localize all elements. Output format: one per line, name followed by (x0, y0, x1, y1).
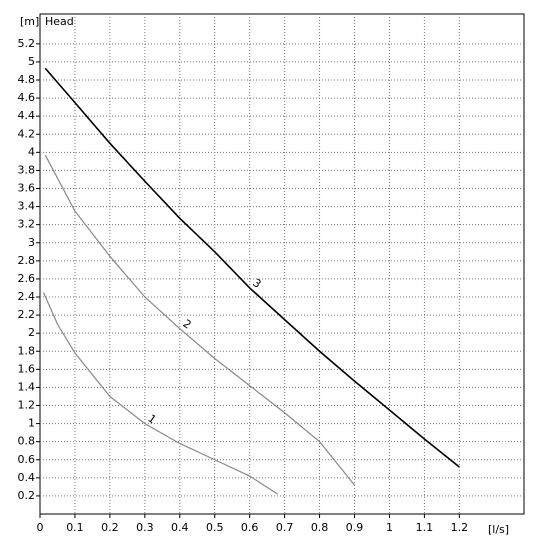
y-tick-label: 4.6 (18, 91, 36, 104)
chart-title: Head (45, 15, 74, 28)
x-tick-label: 0.1 (66, 521, 84, 534)
y-tick-label: 5 (28, 55, 35, 68)
y-tick-label: 3.8 (18, 163, 36, 176)
curve (42, 292, 278, 495)
x-tick-label: 0.3 (136, 521, 154, 534)
y-tick-label: 0.2 (18, 489, 36, 502)
y-tick-label: 2.2 (18, 308, 36, 321)
y-tick-label: 1.4 (18, 380, 36, 393)
x-tick-label: 0.9 (346, 521, 364, 534)
y-tick-label: 2.6 (18, 272, 36, 285)
y-tick-label: 2.4 (18, 290, 36, 303)
y-tick-label: 4 (28, 145, 35, 158)
x-tick-label: 1.2 (451, 521, 469, 534)
plot-frame (39, 13, 525, 515)
x-tick-label: 0.7 (276, 521, 294, 534)
y-tick-label: 0.6 (18, 453, 36, 466)
curve (44, 67, 460, 468)
y-tick-label: 0.4 (18, 471, 36, 484)
y-tick-label: 3 (28, 236, 35, 249)
y-tick-label: 3.2 (18, 218, 36, 231)
x-tick-label: 1.1 (416, 521, 434, 534)
y-axis-label: [m] (20, 15, 39, 28)
y-tick-label: 4.2 (18, 127, 36, 140)
x-tick-label: 1 (386, 521, 393, 534)
y-tick-label: 1.8 (18, 344, 36, 357)
y-tick-label: 1 (28, 417, 35, 430)
x-tick-label: 0.6 (241, 521, 259, 534)
y-tick-label: 2.8 (18, 254, 36, 267)
x-axis-label: [l/s] (488, 523, 509, 536)
y-tick-label: 2 (28, 326, 35, 339)
y-tick-label: 4.4 (18, 109, 36, 122)
y-tick-label: 1.6 (18, 362, 36, 375)
y-tick-label: 1.2 (18, 399, 36, 412)
x-tick-label: 0.2 (101, 521, 119, 534)
y-tick-label: 4.8 (18, 73, 36, 86)
x-tick-label: 0 (37, 521, 44, 534)
x-tick-label: 0.8 (311, 521, 329, 534)
y-tick-label: 5.2 (18, 37, 36, 50)
x-tick-label: 0.4 (171, 521, 189, 534)
y-tick-label: 3.4 (18, 200, 36, 213)
x-tick-label: 0.5 (206, 521, 224, 534)
y-tick-label: 3.6 (18, 182, 36, 195)
curve (44, 154, 355, 486)
y-tick-label: 0.8 (18, 435, 36, 448)
